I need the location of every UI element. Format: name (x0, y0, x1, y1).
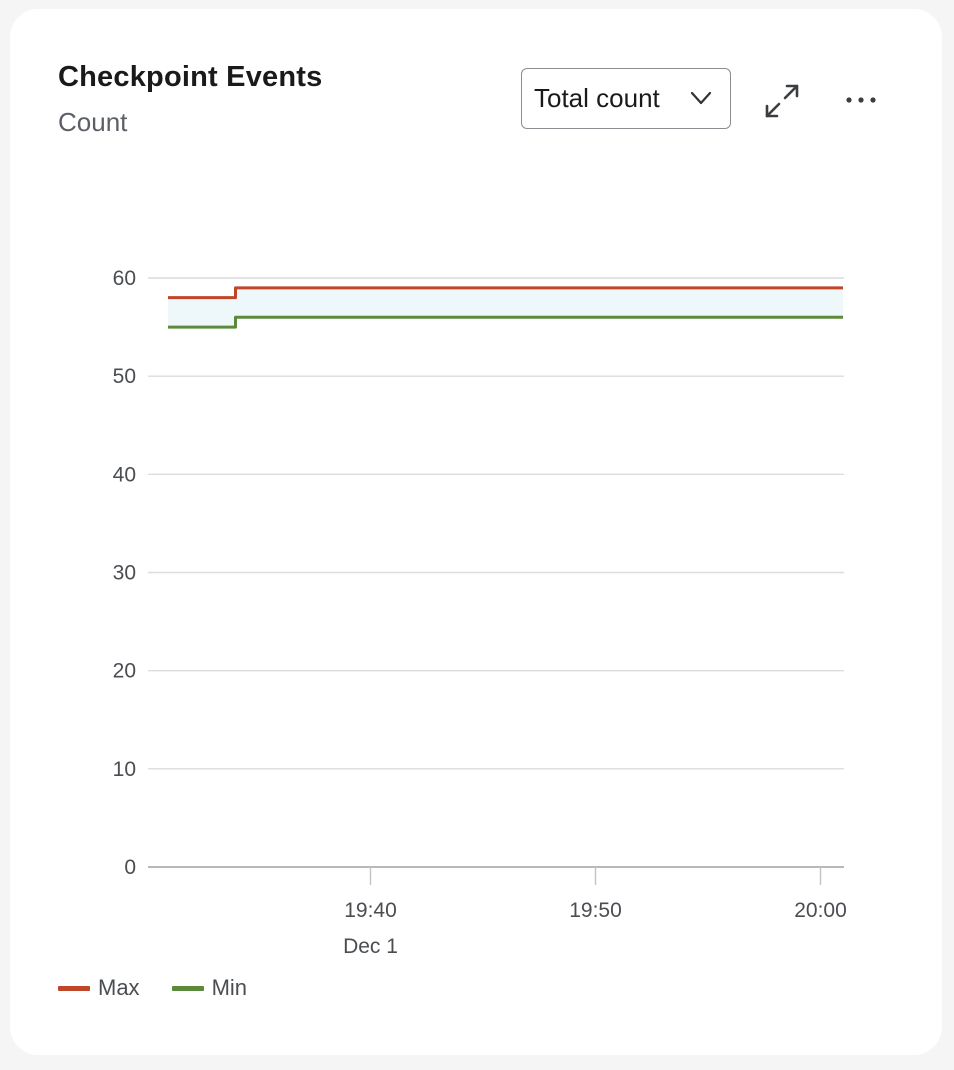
aggregation-dropdown-label: Total count (534, 83, 660, 113)
y-tick-label: 0 (124, 856, 136, 879)
series-line-max (168, 286, 843, 300)
x-tick-label: 19:50 (569, 899, 622, 922)
legend-label: Min (211, 975, 248, 1000)
more-icon[interactable] (844, 89, 878, 111)
series-line-min (168, 315, 843, 329)
chevron-down-icon (690, 91, 712, 105)
x-tick-label: 20:00 (794, 899, 847, 922)
y-tick-label: 50 (113, 365, 136, 388)
aggregation-dropdown[interactable]: Total count (521, 68, 731, 129)
min-max-band (168, 287, 843, 328)
x-tick-label: 19:40 (344, 899, 397, 922)
x-date-label: Dec 1 (343, 935, 398, 958)
checkpoint-events-chart: 0 10 20 30 40 50 60 19:40 19:50 20:00 Dec 1 (113, 267, 847, 958)
legend-item-min[interactable]: Min (171, 975, 248, 1001)
chart-card: Checkpoint Events Count Total count 0 10 2… (10, 9, 942, 1055)
legend-swatch (171, 985, 204, 991)
chart-legend: Max Min (58, 975, 279, 1001)
y-tick-label: 40 (113, 463, 136, 486)
y-tick-label: 30 (113, 562, 136, 585)
card-subtitle: Count (58, 107, 128, 137)
legend-swatch (58, 985, 90, 991)
expand-icon[interactable] (762, 81, 802, 121)
y-tick-label: 20 (113, 660, 136, 683)
legend-item-max[interactable]: Max (58, 975, 140, 1001)
y-tick-label: 60 (113, 267, 136, 290)
y-tick-label: 10 (113, 758, 136, 781)
card-title: Checkpoint Events (58, 61, 323, 93)
legend-label: Max (98, 975, 140, 1000)
